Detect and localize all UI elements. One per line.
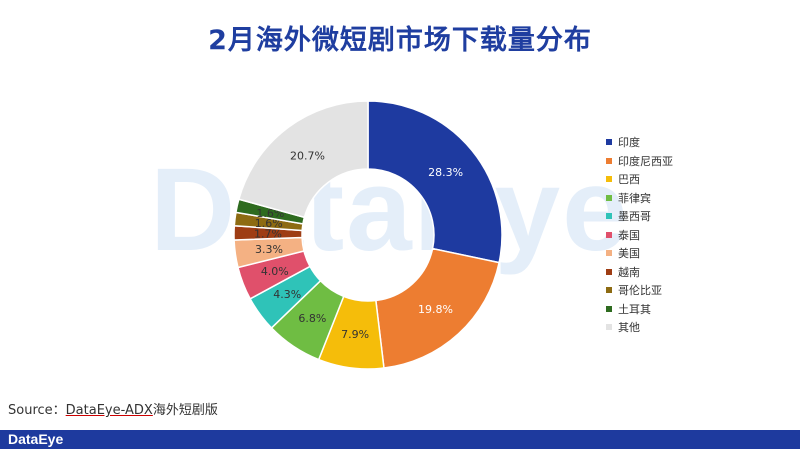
source-prefix: Source： (8, 403, 66, 418)
legend-swatch (606, 250, 612, 257)
source-note: Source：DataEye-ADX海外短剧版 (8, 399, 218, 418)
footer-logo: DataEye (8, 431, 64, 447)
legend-label: 墨西哥 (618, 210, 651, 224)
slice-label-7: 1.7% (254, 227, 282, 240)
legend-label: 巴西 (618, 173, 640, 187)
slice-label-5: 4.0% (261, 265, 289, 278)
legend-item: 印度 (606, 133, 673, 152)
legend-item: 泰国 (606, 226, 673, 245)
slice-label-0: 28.3% (428, 166, 463, 179)
legend-swatch (606, 305, 612, 312)
legend-item: 菲律宾 (606, 189, 673, 208)
slice-label-4: 4.3% (273, 288, 301, 301)
legend-swatch (606, 213, 612, 220)
legend-label: 菲律宾 (618, 191, 651, 205)
legend-item: 其他 (606, 318, 673, 337)
legend-item: 越南 (606, 263, 673, 282)
source-suffix: 海外短剧版 (152, 403, 218, 418)
chart-title: 2月海外微短剧市场下载量分布 (208, 25, 592, 56)
legend-label: 泰国 (618, 228, 640, 242)
legend-item: 墨西哥 (606, 207, 673, 226)
legend-item: 哥伦比亚 (606, 281, 673, 300)
legend-label: 印度尼西亚 (618, 154, 673, 168)
slice-label-2: 7.9% (341, 328, 369, 341)
source-link: DataEye-ADX (65, 403, 153, 418)
legend-swatch (606, 176, 612, 183)
slice-0 (367, 100, 503, 264)
legend-item: 土耳其 (606, 300, 673, 319)
legend-swatch (606, 268, 612, 275)
legend-label: 哥伦比亚 (618, 284, 662, 298)
legend-swatch (606, 324, 612, 331)
footer-bar: DataEye (0, 430, 800, 449)
legend-label: 越南 (618, 265, 640, 279)
slice-label-8: 1.6% (255, 217, 283, 230)
legend-swatch (606, 287, 612, 294)
legend-label: 印度 (618, 136, 640, 150)
legend-swatch (606, 194, 612, 201)
slice-label-3: 6.8% (298, 312, 326, 325)
legend-swatch (606, 139, 612, 146)
slice-label-1: 19.8% (418, 303, 453, 316)
legend-label: 土耳其 (618, 302, 651, 316)
slice-label-10: 20.7% (290, 149, 325, 162)
legend-swatch (606, 157, 612, 164)
legend-label: 美国 (618, 247, 640, 261)
slice-10 (237, 100, 369, 219)
legend-item: 巴西 (606, 170, 673, 189)
slice-1 (375, 247, 501, 369)
legend-item: 印度尼西亚 (606, 152, 673, 171)
legend-swatch (606, 231, 612, 238)
legend-label: 其他 (618, 321, 640, 335)
slice-label-6: 3.3% (255, 243, 283, 256)
legend-item: 美国 (606, 244, 673, 263)
chart-legend: 印度印度尼西亚巴西菲律宾墨西哥泰国美国越南哥伦比亚土耳其其他 (606, 133, 673, 337)
